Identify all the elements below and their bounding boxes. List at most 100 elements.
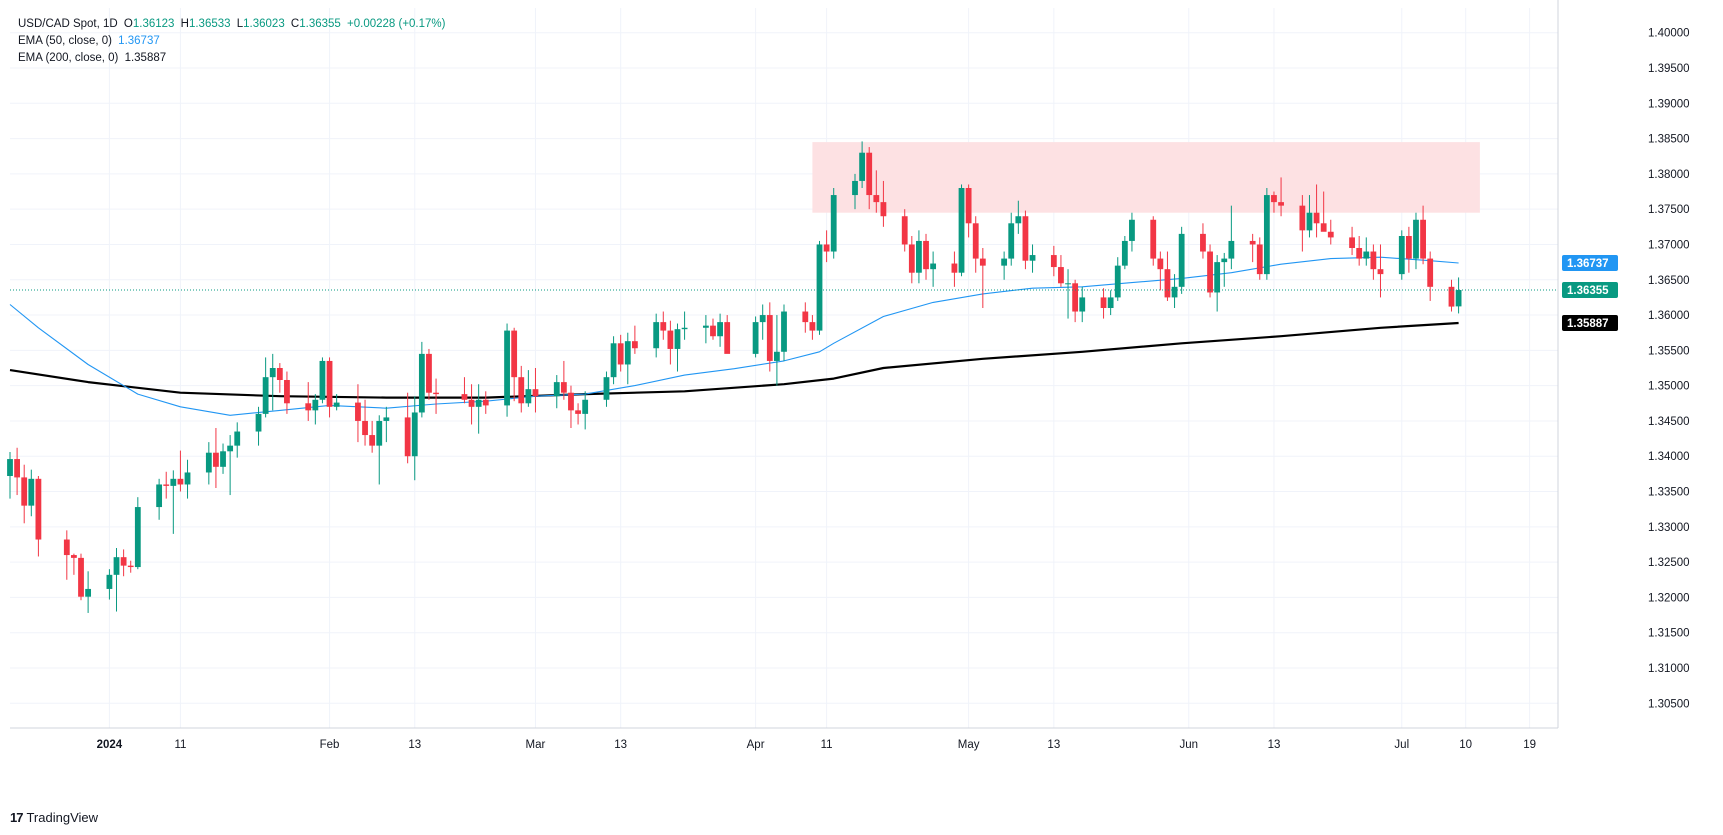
candle-body bbox=[156, 484, 163, 508]
candle-body bbox=[710, 325, 716, 337]
candle-body bbox=[674, 329, 681, 349]
candle-body bbox=[362, 420, 368, 436]
candle bbox=[305, 382, 312, 421]
candle bbox=[653, 313, 660, 358]
candle-body bbox=[14, 459, 21, 478]
price-tick-label: 1.31000 bbox=[1648, 663, 1690, 675]
legend-low-label: L bbox=[236, 18, 244, 30]
candle-body bbox=[468, 399, 475, 407]
candle-body bbox=[1398, 236, 1405, 275]
price-tick-label: 1.35500 bbox=[1648, 345, 1690, 357]
candle-body bbox=[724, 322, 731, 354]
candle-body bbox=[653, 322, 660, 349]
candle-body bbox=[603, 377, 610, 400]
candle bbox=[170, 470, 177, 534]
candle bbox=[1164, 251, 1171, 301]
candle-body bbox=[284, 380, 290, 404]
time-tick-label: 13 bbox=[1047, 739, 1060, 751]
candle bbox=[631, 325, 638, 354]
candle-body bbox=[106, 574, 113, 589]
candle-body bbox=[702, 325, 709, 328]
candle bbox=[1008, 212, 1015, 266]
candle bbox=[823, 230, 830, 263]
candle-body bbox=[269, 368, 276, 378]
candle bbox=[1377, 244, 1384, 298]
candle bbox=[1420, 205, 1426, 265]
candle-body bbox=[958, 188, 965, 273]
candle bbox=[1058, 255, 1064, 287]
legend-ema200-label: EMA (200, close, 0) bbox=[18, 52, 119, 64]
candle bbox=[404, 392, 411, 464]
candle bbox=[134, 497, 141, 570]
candle-body bbox=[866, 152, 873, 196]
candle-body bbox=[1327, 231, 1334, 238]
price-tick-label: 1.30500 bbox=[1648, 698, 1690, 710]
candle bbox=[511, 327, 518, 402]
candle bbox=[433, 378, 439, 414]
candle bbox=[362, 399, 368, 446]
candle-body bbox=[979, 258, 986, 266]
candle-body bbox=[852, 180, 858, 196]
candle-body bbox=[1370, 251, 1377, 270]
price-tick-label: 1.33000 bbox=[1648, 522, 1690, 534]
candle-body bbox=[1207, 251, 1213, 293]
candle-body bbox=[255, 413, 262, 432]
candle-body bbox=[965, 188, 972, 224]
legend-symbol: USD/CAD Spot, 1D bbox=[18, 18, 118, 30]
candle bbox=[802, 302, 809, 333]
candle bbox=[752, 316, 759, 358]
candle bbox=[35, 476, 42, 557]
price-tick-label: 1.34000 bbox=[1648, 451, 1690, 463]
candle-body bbox=[1079, 297, 1086, 312]
candle bbox=[475, 384, 482, 434]
price-tick-label: 1.37500 bbox=[1648, 204, 1690, 216]
price-tick-label: 1.32500 bbox=[1648, 557, 1690, 569]
candle-body bbox=[163, 484, 170, 486]
candle-body bbox=[660, 322, 667, 331]
candle bbox=[163, 471, 170, 499]
candle bbox=[518, 365, 525, 413]
candle-body bbox=[1114, 265, 1121, 298]
candle-body bbox=[759, 315, 766, 323]
candle-body bbox=[575, 410, 581, 414]
candle-body bbox=[475, 399, 482, 407]
candle-body bbox=[880, 202, 887, 217]
candle bbox=[575, 403, 581, 425]
candle-body bbox=[1299, 205, 1306, 231]
candle bbox=[1349, 226, 1355, 256]
candle-body bbox=[1157, 258, 1164, 270]
legend-close-value: 1.36355 bbox=[299, 18, 341, 30]
candle bbox=[610, 336, 617, 385]
candle bbox=[1263, 188, 1270, 280]
price-tick-label: 1.38000 bbox=[1648, 169, 1690, 181]
candle bbox=[355, 384, 361, 443]
legend-ema50-label: EMA (50, close, 0) bbox=[18, 35, 112, 47]
candle-body bbox=[1214, 262, 1221, 293]
candle-body bbox=[1022, 216, 1029, 261]
candle-body bbox=[120, 557, 127, 566]
candle-body bbox=[127, 565, 134, 568]
candle bbox=[603, 371, 610, 407]
candle-body bbox=[404, 417, 411, 457]
candle-body bbox=[63, 539, 70, 556]
price-tick-label: 1.40000 bbox=[1648, 28, 1690, 40]
time-tick-label: 2024 bbox=[97, 739, 123, 751]
candle-body bbox=[1200, 233, 1206, 252]
candle-body bbox=[1427, 258, 1434, 287]
legend-open-label: O bbox=[123, 18, 133, 30]
candle bbox=[866, 147, 873, 210]
legend-change: +0.00228 (+0.17%) bbox=[347, 18, 446, 30]
time-tick-label: 10 bbox=[1459, 739, 1472, 751]
candle-body bbox=[511, 330, 518, 378]
candle-body bbox=[1405, 236, 1412, 259]
tradingview-brand[interactable]: 17 TradingView bbox=[10, 810, 98, 825]
candle-body bbox=[1107, 297, 1114, 308]
legend-ema50-row: EMA (50, close, 0) 1.36737 bbox=[18, 33, 445, 50]
candle-body bbox=[7, 459, 13, 476]
candle-body bbox=[170, 478, 177, 486]
tradingview-name: TradingView bbox=[26, 810, 99, 825]
candle bbox=[781, 304, 787, 361]
candle-body bbox=[802, 311, 809, 323]
resistance-zone bbox=[812, 142, 1480, 213]
